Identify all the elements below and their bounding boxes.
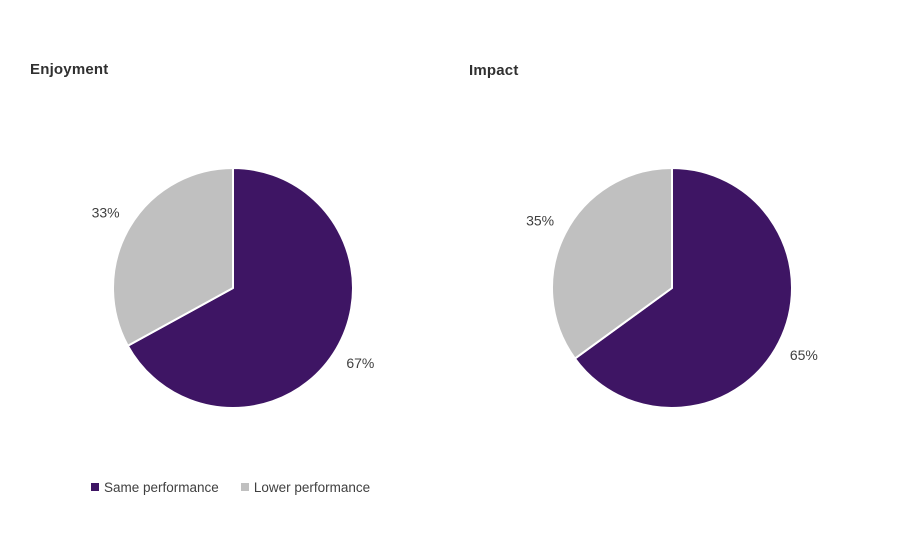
pie-slice-lower-performance	[551, 167, 673, 360]
legend-label-lower-performance: Lower performance	[253, 479, 371, 495]
pie-chart-impact: 65% 35%	[526, 167, 818, 409]
legend-label-same-performance: Same performance	[104, 479, 219, 495]
chart-title-enjoyment: Enjoyment	[30, 61, 109, 78]
pie-slice-same-performance	[573, 167, 793, 409]
pie-value-label: 67%	[346, 355, 374, 371]
pie-value-label: 65%	[790, 347, 818, 363]
pie-chart-enjoyment: 67% 33%	[92, 167, 374, 409]
pie-value-label: 35%	[526, 213, 554, 229]
pie-value-label: 33%	[92, 205, 120, 221]
chart-title-impact: Impact	[469, 62, 519, 79]
legend-swatch-same-performance	[91, 483, 99, 491]
legend-item-same-performance: Same performance	[91, 480, 219, 495]
legend-swatch-lower-performance	[240, 483, 249, 491]
pie-slice-same-performance	[126, 167, 354, 409]
legend: Same performance Lower performance	[91, 479, 370, 495]
legend-item-lower-performance: Lower performance	[240, 479, 371, 495]
pie-slice-lower-performance	[112, 167, 234, 347]
